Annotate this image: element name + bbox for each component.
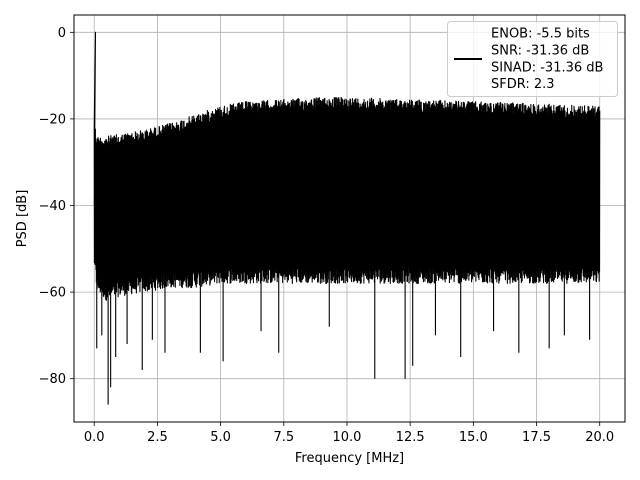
plot-area xyxy=(93,31,601,405)
y-tick-label: −80 xyxy=(39,372,66,387)
y-axis-ticks: 0 −20 −40 −60 −80 xyxy=(39,26,74,387)
x-tick-label: 7.5 xyxy=(273,430,294,445)
x-tick-label: 17.5 xyxy=(522,430,551,445)
psd-series-line xyxy=(93,31,601,405)
x-axis-ticks: 0.0 2.5 5.0 7.5 10.0 12.5 15.0 17.5 20.0 xyxy=(84,422,614,445)
legend-box xyxy=(447,21,618,97)
x-tick-label: 12.5 xyxy=(396,430,425,445)
y-tick-label: −40 xyxy=(39,199,66,214)
axes-frame xyxy=(73,14,626,423)
legend: ENOB: -5.5 bits SNR: -31.36 dB SINAD: -3… xyxy=(447,21,618,97)
x-axis-label: Frequency [MHz] xyxy=(295,451,404,466)
x-tick-label: 2.5 xyxy=(147,430,168,445)
legend-sinad: SINAD: -31.36 dB xyxy=(491,61,603,76)
y-axis-label: PSD [dB] xyxy=(15,190,30,248)
x-tick-label: 0.0 xyxy=(84,430,105,445)
legend-enob: ENOB: -5.5 bits xyxy=(491,27,590,42)
legend-snr: SNR: -31.36 dB xyxy=(491,44,589,59)
y-tick-label: 0 xyxy=(58,26,66,41)
x-tick-label: 5.0 xyxy=(210,430,231,445)
x-tick-label: 20.0 xyxy=(585,430,614,445)
legend-sfdr: SFDR: 2.3 xyxy=(491,77,555,92)
x-tick-label: 15.0 xyxy=(459,430,488,445)
y-tick-label: −20 xyxy=(39,112,66,127)
x-tick-label: 10.0 xyxy=(332,430,361,445)
y-tick-label: −60 xyxy=(39,286,66,301)
